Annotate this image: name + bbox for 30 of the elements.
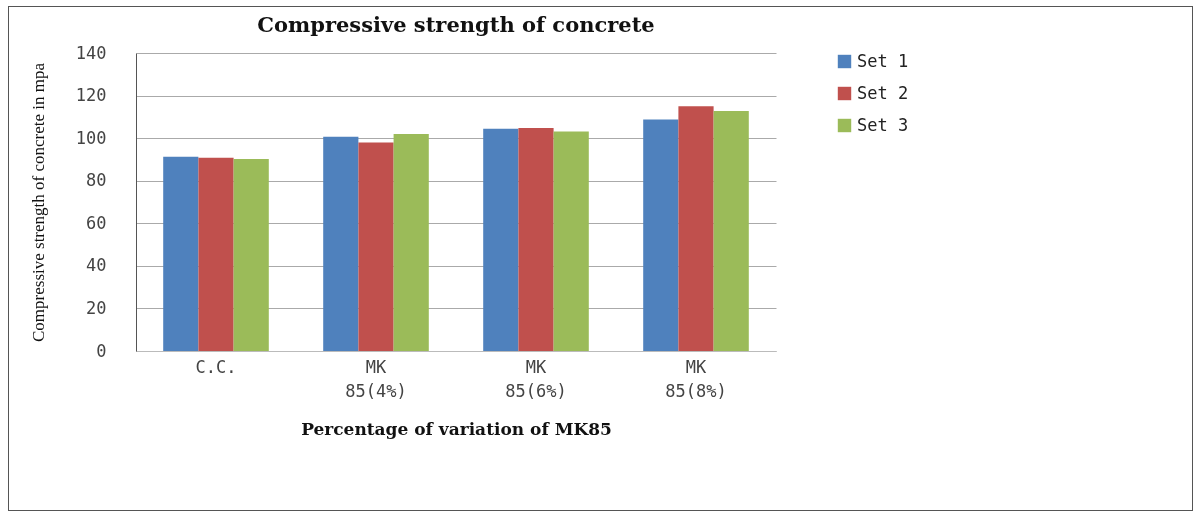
y-tick-label: 20 [86, 297, 107, 318]
y-axis-title: Compressive strength of concrete in mpa [28, 62, 48, 343]
bar [518, 127, 554, 351]
bar [358, 142, 394, 351]
y-tick-label: 40 [86, 255, 107, 276]
x-tick-label: MK 85(4%) [345, 356, 407, 401]
bar [553, 131, 589, 351]
x-tick-label: MK 85(6%) [505, 356, 567, 401]
bar [323, 136, 359, 351]
y-tick-label: 60 [86, 212, 107, 233]
bar [163, 156, 199, 351]
y-tick-label: 100 [75, 127, 107, 148]
x-axis-title: Percentage of variation of MK85 [301, 418, 612, 439]
legend-label: Set 3 [857, 114, 909, 135]
y-tick-label: 140 [75, 42, 107, 63]
bar [393, 133, 429, 351]
y-tick-label: 0 [96, 340, 107, 361]
y-tick-label: 80 [86, 170, 107, 191]
bar [198, 157, 234, 351]
y-tick-label: 120 [75, 85, 107, 106]
legend-label: Set 2 [857, 82, 909, 103]
legend-label: Set 1 [857, 50, 909, 71]
x-tick-label: MK 85(8%) [665, 356, 727, 401]
x-tick-label: C.C. [195, 356, 237, 377]
bar [643, 119, 679, 351]
bar [483, 128, 519, 351]
bar [233, 159, 269, 351]
bar [713, 110, 749, 351]
chart-title: Compressive strength of concrete [257, 12, 655, 37]
bar [678, 106, 714, 351]
